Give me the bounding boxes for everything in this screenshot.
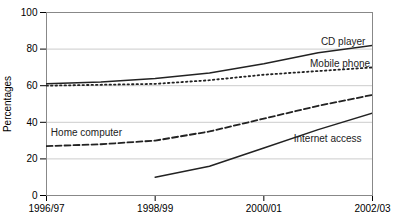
svg-text:Percentages: Percentages	[2, 76, 13, 132]
svg-text:2000/01: 2000/01	[246, 203, 283, 214]
svg-text:Home computer: Home computer	[51, 127, 123, 138]
svg-text:60: 60	[26, 80, 38, 91]
svg-text:1998/99: 1998/99	[137, 203, 174, 214]
svg-text:Mobile phone: Mobile phone	[310, 58, 370, 69]
svg-text:Internet access: Internet access	[294, 133, 362, 144]
svg-text:CD player: CD player	[321, 36, 366, 47]
svg-text:1996/97: 1996/97	[28, 203, 65, 214]
svg-text:2002/03: 2002/03	[354, 203, 391, 214]
svg-text:80: 80	[26, 43, 38, 54]
svg-text:20: 20	[26, 153, 38, 164]
svg-text:100: 100	[21, 7, 38, 18]
svg-text:0: 0	[32, 190, 38, 201]
svg-text:40: 40	[26, 117, 38, 128]
